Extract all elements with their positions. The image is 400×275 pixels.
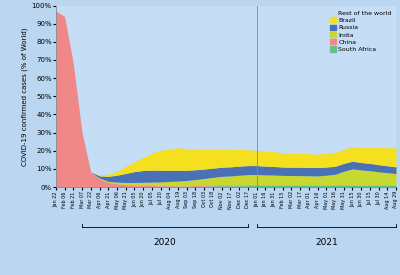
Y-axis label: COVID-19 confirmed cases (% of World): COVID-19 confirmed cases (% of World)	[21, 27, 28, 166]
Text: 2020: 2020	[154, 238, 176, 247]
Legend: Rest of the world, Brazil, Russia, India, China, South Africa: Rest of the world, Brazil, Russia, India…	[328, 9, 393, 53]
Text: 2021: 2021	[315, 238, 338, 247]
